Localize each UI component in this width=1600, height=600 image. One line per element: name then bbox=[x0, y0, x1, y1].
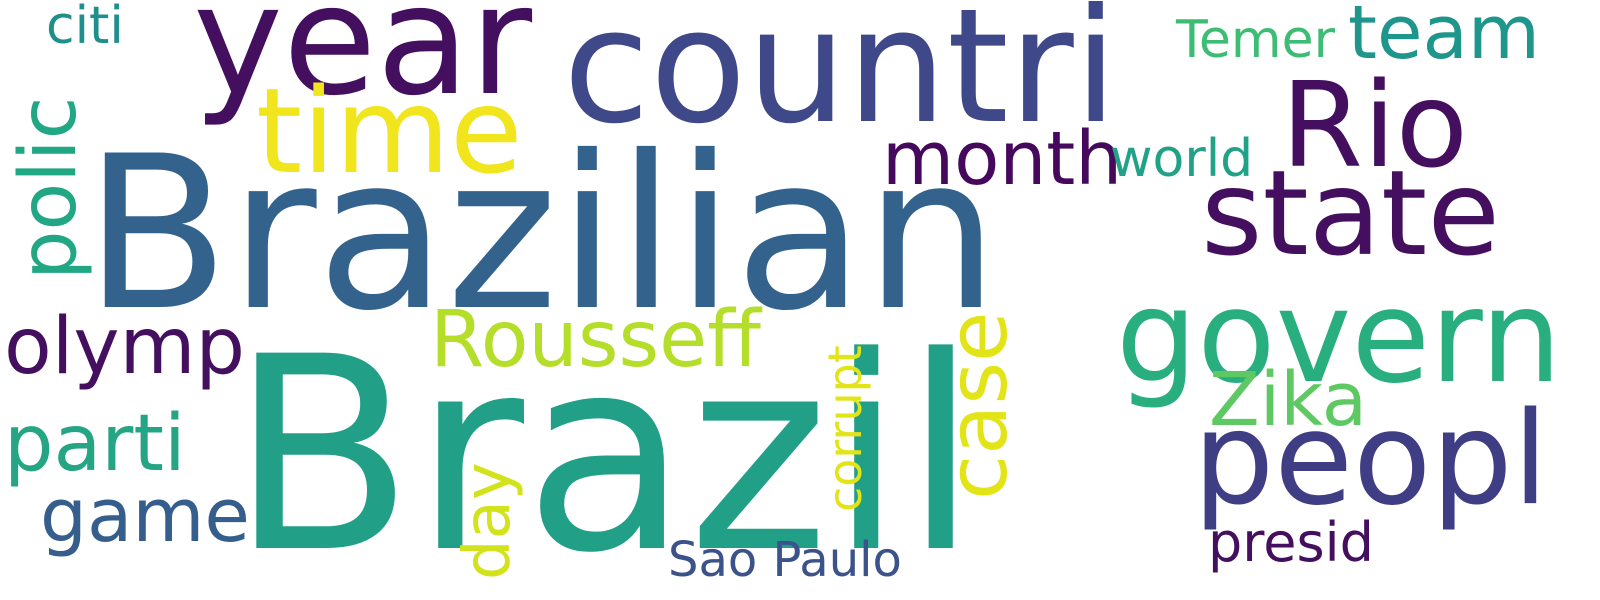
word-govern: govern bbox=[1116, 263, 1562, 412]
word-peopl: peopl bbox=[1193, 385, 1549, 534]
word-team: team bbox=[1348, 0, 1540, 76]
word-zika: Zika bbox=[1209, 357, 1368, 443]
word-world: world bbox=[1110, 129, 1254, 189]
word-citi: citi bbox=[46, 0, 124, 56]
word-presid: presid bbox=[1208, 511, 1374, 574]
word-state: state bbox=[1201, 144, 1500, 282]
word-rousseff: Rousseff bbox=[430, 295, 761, 385]
word-temer: Temer bbox=[1176, 10, 1335, 70]
word-year: year bbox=[193, 0, 533, 129]
word-sao-paulo: Sao Paulo bbox=[668, 532, 902, 588]
word-time: time bbox=[256, 62, 523, 200]
word-countri: countri bbox=[563, 0, 1118, 159]
word-corrupt: corrupt bbox=[818, 345, 872, 512]
word-day: day bbox=[451, 462, 525, 580]
word-polic: polic bbox=[4, 96, 94, 280]
word-case: case bbox=[931, 311, 1026, 500]
word-parti: parti bbox=[4, 399, 186, 489]
word-game: game bbox=[40, 473, 250, 559]
word-brazil: Brazil bbox=[230, 300, 978, 600]
word-rio: Rio bbox=[1281, 56, 1468, 194]
word-month: month bbox=[882, 116, 1123, 202]
word-brazilian: Brazilian bbox=[84, 110, 999, 357]
word-olymp: olymp bbox=[4, 302, 246, 392]
